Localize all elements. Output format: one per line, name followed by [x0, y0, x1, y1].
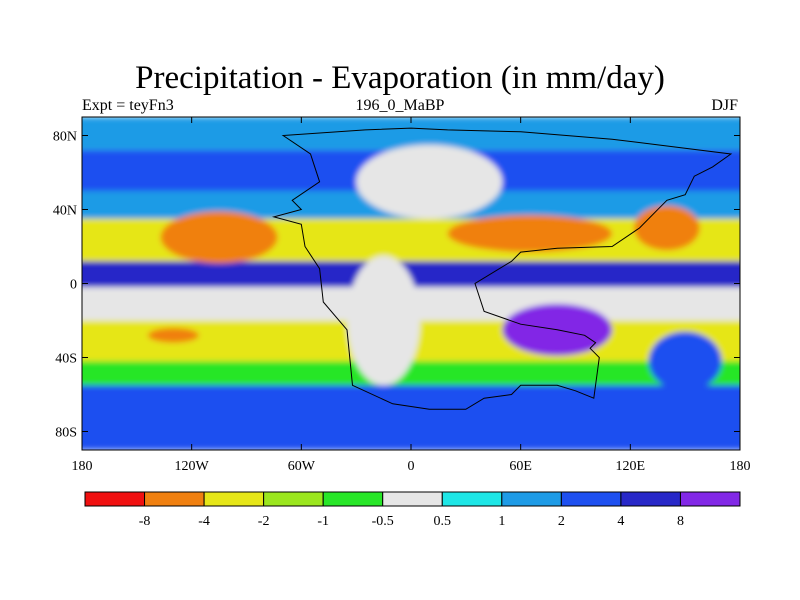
colorbar-box — [84, 491, 146, 507]
precip-evap-field — [82, 117, 740, 450]
colorbar-label: -8 — [139, 514, 151, 529]
lat-tick-label: 80S — [55, 426, 77, 441]
colorbar-box — [322, 491, 384, 507]
field-band — [82, 385, 740, 450]
coastline — [271, 127, 733, 410]
field-band — [82, 361, 740, 386]
colorbar-label: 4 — [617, 514, 624, 529]
lon-tick-label: 120E — [616, 459, 646, 474]
experiment-label: Expt = teyFn3 — [82, 97, 174, 114]
colorbar-label: 1 — [498, 514, 505, 529]
colorbar-label: -1 — [317, 514, 329, 529]
colorbar-box — [560, 491, 622, 507]
field-feature — [356, 144, 503, 219]
colorbar-label: 0.5 — [434, 514, 452, 529]
lon-tick-label: 120W — [175, 459, 210, 474]
lat-tick-label: 40S — [55, 352, 77, 367]
colorbar-label: -4 — [198, 514, 210, 529]
season-label: DJF — [711, 97, 738, 114]
colorbar-box — [382, 491, 443, 507]
field-feature — [648, 331, 722, 391]
colorbar-box — [501, 491, 562, 507]
colorbar-box — [203, 491, 265, 507]
time-label: 196_0_MaBP — [355, 97, 445, 114]
chart-title: Precipitation - Evaporation (in mm/day) — [135, 60, 665, 96]
colorbar-box — [441, 491, 503, 507]
lat-tick-label: 40N — [53, 204, 77, 219]
lat-tick-label: 0 — [70, 278, 77, 293]
colorbar-label: 2 — [558, 514, 565, 529]
colorbar-label: 8 — [677, 514, 684, 529]
field-feature — [447, 215, 613, 253]
colorbar-box — [144, 491, 205, 507]
field-feature — [633, 205, 700, 251]
lat-tick-label: 80N — [53, 130, 77, 145]
colorbar-box — [620, 491, 681, 507]
field-feature — [160, 211, 278, 264]
lon-tick-label: 180 — [730, 459, 751, 474]
colorbar-box — [679, 491, 741, 507]
colorbar: -8 -4 -2 -1 -0.5 0.5 1 2 4 8 — [84, 491, 741, 529]
colorbar-label: -2 — [258, 514, 270, 529]
lon-tick-label: 0 — [408, 459, 415, 474]
lon-tick-label: 60E — [509, 459, 532, 474]
lon-tick-label: 60W — [288, 459, 316, 474]
colorbar-label: -0.5 — [372, 514, 394, 529]
field-feature — [347, 255, 421, 386]
field-feature — [147, 327, 199, 343]
colorbar-box — [263, 491, 324, 507]
lon-tick-label: 180 — [72, 459, 93, 474]
axes: 80N 40N 0 40S 80S 180 120W 60W 0 60E 120E 180 — [53, 117, 751, 474]
